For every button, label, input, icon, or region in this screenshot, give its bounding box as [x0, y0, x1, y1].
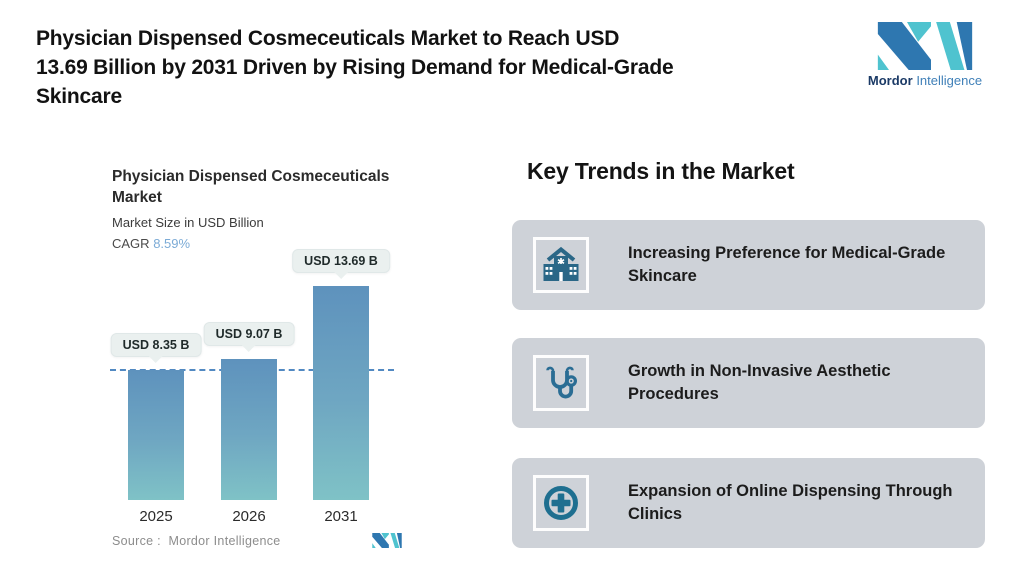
- icon-tile: [533, 355, 589, 411]
- bar-value-badge: USD 9.07 B: [203, 321, 295, 346]
- mordor-logo-icon: [874, 22, 976, 70]
- page-title-line3: Skincare: [36, 85, 122, 108]
- page-title-line1: Physician Dispensed Cosmeceuticals Marke…: [36, 27, 620, 50]
- cagr-value: 8.59%: [153, 236, 191, 251]
- source-attribution: Source : Mordor Intelligence: [112, 533, 281, 548]
- page-title-line2: 13.69 Billion by 2031 Driven by Rising D…: [36, 56, 674, 79]
- bar: [221, 358, 277, 500]
- trend-card-text: Increasing Preference for Medical-Grade …: [628, 244, 946, 285]
- medical-cross-circle-icon: [544, 486, 578, 520]
- chart-subtitle: Market Size in USD Billion: [112, 215, 264, 230]
- bar: [313, 286, 369, 500]
- icon-tile: [533, 475, 589, 531]
- bar-value-badge: USD 8.35 B: [110, 332, 202, 357]
- chart-cagr: CAGR 8.59%: [112, 236, 389, 251]
- trend-card-medical-grade-skincare: Increasing Preference for Medical-Grade …: [512, 220, 985, 310]
- bar-value-badge: USD 13.69 B: [292, 249, 390, 274]
- chart-title: Physician Dispensed Cosmeceuticals Marke…: [112, 166, 389, 208]
- bar-year-label: 2025: [139, 508, 173, 525]
- trend-card-aesthetic-procedures: Growth in Non-Invasive Aesthetic Procedu…: [512, 338, 985, 428]
- bar-year-label: 2031: [324, 508, 358, 525]
- trend-card-text: Expansion of Online Dispensing Through C…: [628, 482, 953, 523]
- cagr-label: CAGR: [112, 236, 150, 251]
- hospital-icon: [543, 246, 579, 281]
- mordor-intelligence-logo: Mordor Intelligence: [866, 22, 984, 88]
- trend-card-online-dispensing: Expansion of Online Dispensing Through C…: [512, 458, 985, 548]
- trend-card-text: Growth in Non-Invasive Aesthetic Procedu…: [628, 362, 891, 403]
- logo-word-intelligence: Intelligence: [916, 73, 983, 88]
- stethoscope-icon: [546, 366, 577, 399]
- chart-header: Physician Dispensed Cosmeceuticals Marke…: [112, 166, 389, 251]
- icon-tile: [533, 237, 589, 293]
- trends-heading: Key Trends in the Market: [527, 158, 795, 184]
- mordor-logo-mark-small-icon: [372, 533, 402, 548]
- chart-title-line1: Physician Dispensed Cosmeceuticals: [112, 168, 390, 185]
- bar: [128, 369, 184, 500]
- logo-wordmark: Mordor Intelligence: [866, 73, 984, 88]
- chart-title-line2: Market: [112, 189, 162, 206]
- logo-word-mordor: Mordor: [867, 73, 913, 88]
- page-title: Physician Dispensed Cosmeceuticals Marke…: [36, 24, 674, 111]
- bar-chart: USD 8.35 B 2025 USD 9.07 B 2026 USD 13.6…: [110, 249, 402, 525]
- bar-year-label: 2026: [232, 508, 266, 525]
- chart-source-row: Source : Mordor Intelligence: [112, 533, 402, 548]
